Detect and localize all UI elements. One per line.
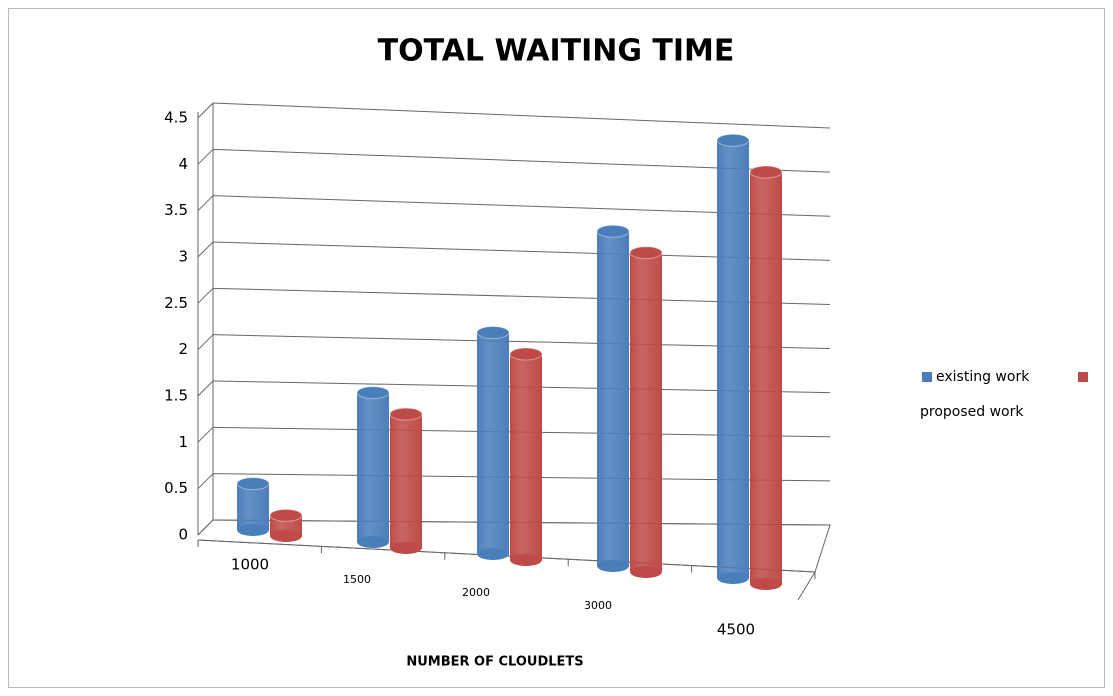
legend-label: proposed work (920, 404, 1024, 420)
bar (269, 508, 303, 542)
y-tick (197, 473, 214, 490)
y-tick (197, 519, 214, 536)
bar-top (629, 246, 663, 260)
bar-top (269, 508, 303, 522)
bar (476, 326, 510, 560)
bar (717, 140, 749, 578)
x-axis-title: NUMBER OF CLOUDLETS (406, 655, 583, 670)
bar (477, 332, 509, 554)
bar (389, 407, 423, 554)
legend-label: existing work (936, 369, 1030, 385)
bar (629, 246, 663, 578)
bar (236, 477, 270, 536)
bar-top (476, 326, 510, 340)
x-tick-label: 1500 (343, 573, 371, 586)
chart-border (8, 8, 1105, 688)
y-tick (197, 102, 214, 119)
x-tick-label: 3000 (584, 599, 612, 612)
bar (749, 165, 783, 590)
y-tick-label: 0.5 (164, 479, 188, 497)
grid-line (212, 102, 831, 129)
y-tick-label: 2.5 (164, 294, 188, 312)
y-tick-label: 1 (178, 433, 188, 451)
y-tick-label: 1.5 (164, 387, 188, 405)
bar-top (389, 407, 423, 421)
bar-top (716, 133, 750, 147)
bar (390, 414, 422, 548)
x-tick-label: 4500 (717, 621, 755, 639)
bar-top (236, 477, 270, 491)
bar (510, 354, 542, 560)
bar (630, 252, 662, 572)
bar (356, 386, 390, 548)
y-tick (197, 334, 214, 351)
y-tick (197, 426, 214, 443)
y-tick (197, 380, 214, 397)
y-tick-label: 4 (178, 155, 188, 173)
legend-swatch (922, 372, 932, 382)
bar (597, 231, 629, 566)
y-tick-label: 3 (178, 248, 188, 266)
floor-side (797, 571, 816, 601)
bar (750, 172, 782, 584)
x-tick-label: 1000 (231, 556, 269, 574)
bar (509, 347, 543, 566)
y-tick-label: 4.5 (164, 109, 188, 127)
bar (357, 392, 389, 542)
y-tick-label: 2 (178, 340, 188, 358)
bar-top (356, 386, 390, 400)
y-tick-label: 0 (178, 526, 188, 544)
y-tick-label: 3.5 (164, 201, 188, 219)
bar (716, 133, 750, 584)
y-tick (197, 287, 214, 304)
bar-top (509, 347, 543, 361)
bar (596, 224, 630, 572)
bar-top (749, 165, 783, 179)
bar-top (596, 224, 630, 238)
y-tick (197, 241, 214, 258)
legend-swatch (1078, 372, 1088, 382)
y-tick (197, 148, 214, 165)
chart-title: TOTAL WAITING TIME (378, 34, 735, 69)
y-tick (197, 195, 214, 212)
bar (237, 483, 269, 530)
x-tick-label: 2000 (462, 586, 490, 599)
